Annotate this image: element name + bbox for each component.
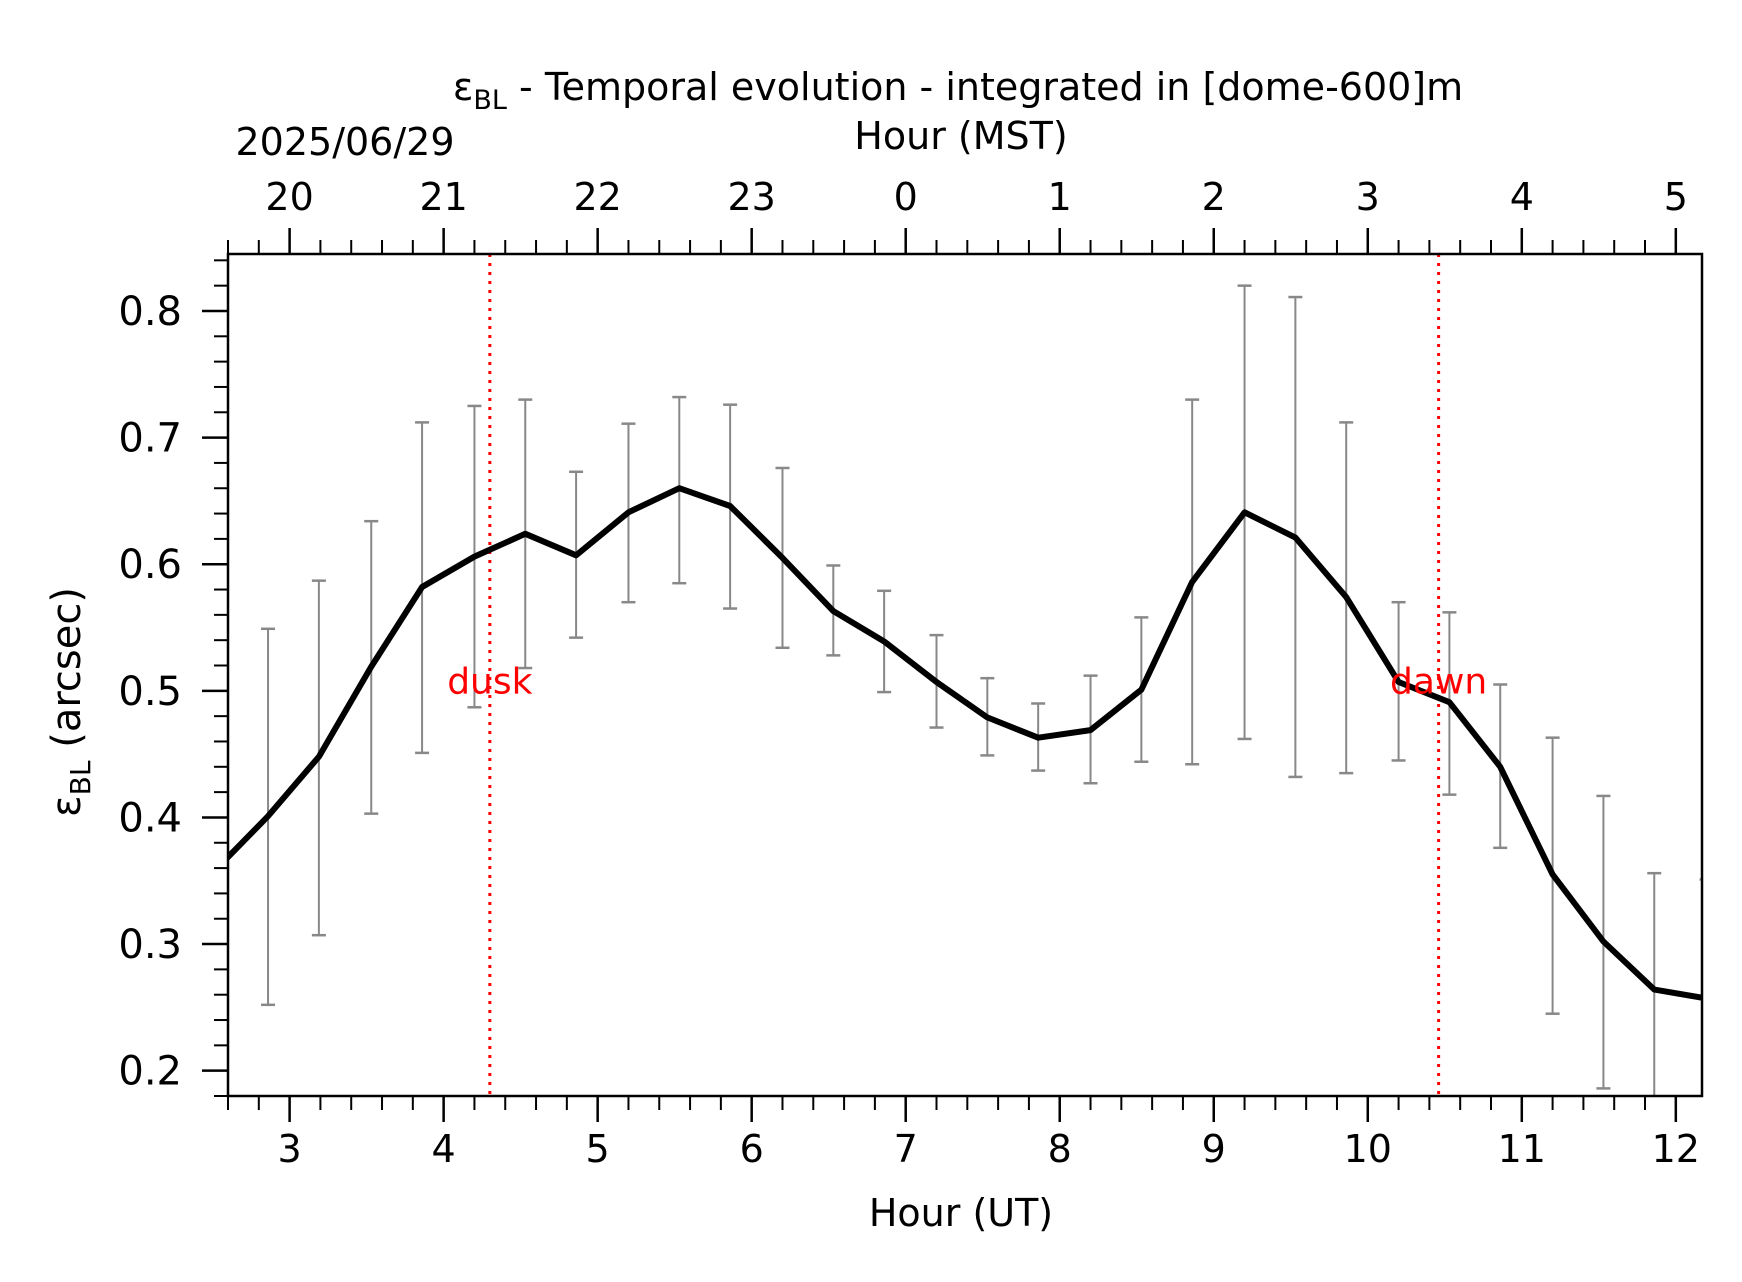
top-tick-label: 23 <box>727 175 775 219</box>
top-axis-label: Hour (MST) <box>854 114 1067 158</box>
x-tick-label: 5 <box>586 1127 610 1171</box>
top-axis-date: 2025/06/29 <box>235 120 454 164</box>
annotation-dusk: dusk <box>447 662 532 703</box>
top-tick-label: 20 <box>265 175 313 219</box>
series-line <box>228 485 1702 1001</box>
y-tick-label: 0.2 <box>118 1049 182 1095</box>
chart-title-subscript: BL <box>473 85 507 116</box>
y-axis-label-subscript: BL <box>64 760 97 795</box>
top-tick-label: 2 <box>1202 175 1226 219</box>
x-tick-label: 10 <box>1344 1127 1392 1171</box>
y-axis-label-symbol: ε <box>44 795 90 817</box>
annotation-dawn: dawn <box>1390 662 1487 703</box>
y-tick-label: 0.8 <box>118 289 182 335</box>
top-tick-label: 1 <box>1048 175 1072 219</box>
y-tick-label: 0.5 <box>118 669 182 715</box>
x-tick-label: 7 <box>894 1127 918 1171</box>
top-tick-label: 21 <box>419 175 467 219</box>
top-tick-label: 0 <box>894 175 918 219</box>
y-tick-label: 0.6 <box>118 542 182 588</box>
y-axis-label: εBL (arcsec) <box>44 587 97 817</box>
y-tick-label: 0.7 <box>118 416 182 462</box>
y-axis-label-rest: (arcsec) <box>44 587 90 760</box>
top-tick-label: 3 <box>1356 175 1380 219</box>
x-tick-label: 12 <box>1652 1127 1700 1171</box>
x-tick-label: 3 <box>278 1127 302 1171</box>
top-tick-label: 5 <box>1664 175 1688 219</box>
y-tick-label: 0.4 <box>118 795 182 841</box>
plot-area <box>228 254 1702 1096</box>
chart-title: εBL - Temporal evolution - integrated in… <box>453 65 1463 116</box>
top-tick-label: 4 <box>1510 175 1534 219</box>
x-tick-label: 9 <box>1202 1127 1226 1171</box>
x-tick-label: 11 <box>1498 1127 1546 1171</box>
x-axis-label: Hour (UT) <box>869 1191 1053 1235</box>
top-tick-label: 22 <box>573 175 621 219</box>
chart-title-symbol: ε <box>453 65 474 109</box>
y-tick-label: 0.3 <box>118 922 182 968</box>
x-tick-label: 6 <box>740 1127 764 1171</box>
chart-title-rest: - Temporal evolution - integrated in [do… <box>507 65 1463 109</box>
x-tick-label: 8 <box>1048 1127 1072 1171</box>
x-tick-label: 4 <box>432 1127 456 1171</box>
plot-frame <box>226 252 1704 1098</box>
